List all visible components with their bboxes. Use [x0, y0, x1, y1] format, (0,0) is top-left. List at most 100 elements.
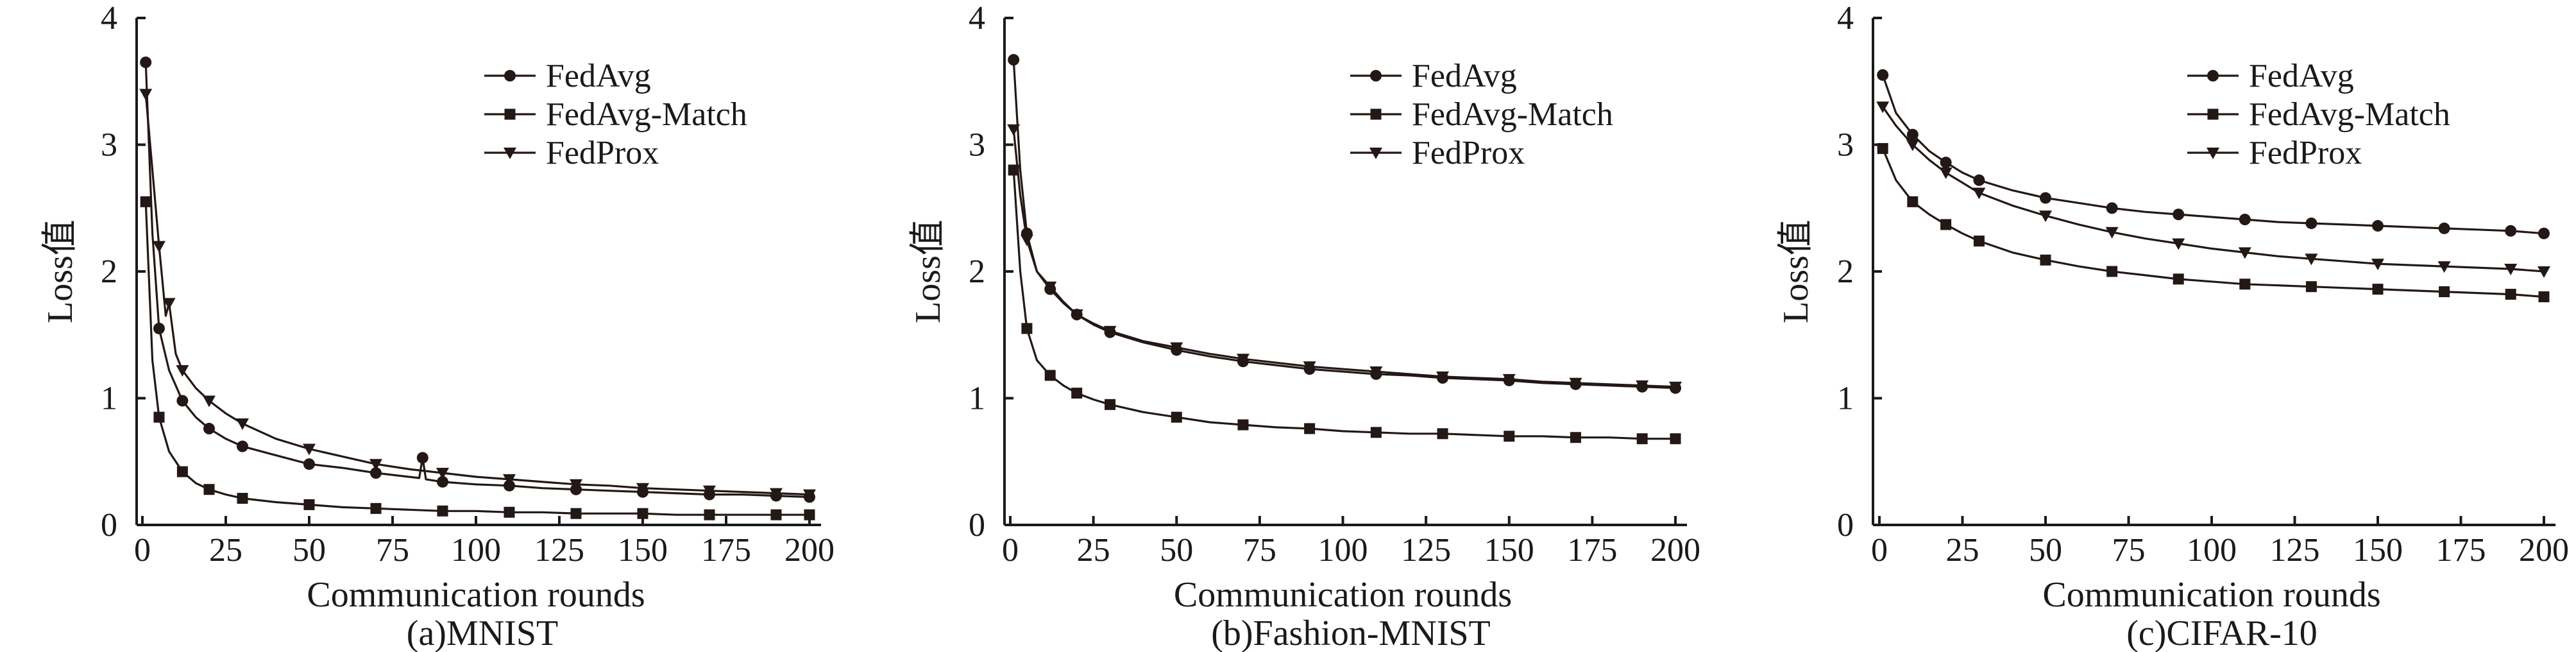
y-tick-label: 2 [101, 253, 117, 290]
x-tick-label: 25 [1077, 532, 1110, 569]
data-point [2238, 247, 2251, 259]
series-line [144, 94, 810, 496]
data-point [1369, 366, 1383, 379]
data-point [804, 509, 815, 520]
data-point [1973, 174, 1985, 186]
x-tick-label: 150 [1484, 532, 1534, 569]
panel-subtitle: (b)Fashion-MNIST [1211, 613, 1491, 652]
x-tick-label: 0 [1002, 532, 1019, 569]
data-point [1236, 354, 1250, 366]
data-point [1877, 69, 1889, 81]
data-point [2106, 202, 2118, 214]
data-point [2106, 266, 2118, 277]
y-tick-label: 2 [1837, 253, 1854, 290]
data-point [2438, 222, 2450, 234]
series-fedavg-match [1008, 164, 1681, 445]
data-point [2538, 227, 2550, 239]
data-point [504, 506, 515, 518]
data-point [2372, 219, 2384, 232]
y-tick-label: 0 [969, 507, 985, 544]
legend-marker [504, 108, 516, 120]
data-point [1105, 399, 1116, 410]
x-tick-label: 0 [1871, 532, 1888, 569]
data-point [1008, 164, 1019, 176]
data-point [236, 418, 249, 430]
data-point [1103, 325, 1117, 338]
x-tick-label: 75 [2112, 532, 2146, 569]
data-point [140, 56, 152, 69]
data-point [153, 322, 165, 334]
y-tick-label: 4 [101, 0, 117, 37]
x-tick-label: 25 [1946, 532, 1979, 569]
data-point [370, 467, 382, 479]
data-point [2305, 217, 2318, 229]
data-point [636, 483, 649, 495]
x-tick-label: 100 [451, 532, 501, 569]
data-point [1303, 361, 1316, 373]
data-point [770, 509, 782, 520]
data-point [2239, 279, 2251, 290]
data-point [176, 395, 189, 407]
data-point [176, 466, 188, 477]
x-tick-label: 175 [1567, 532, 1617, 569]
data-point [2439, 286, 2450, 298]
x-tick-label: 0 [134, 532, 151, 569]
data-point [503, 474, 516, 486]
y-tick-label: 4 [1837, 0, 1854, 37]
data-point [1939, 167, 1953, 179]
data-point [203, 395, 216, 408]
data-point [1669, 381, 1682, 393]
data-point [303, 458, 315, 470]
x-tick-label: 75 [1243, 532, 1276, 569]
data-point [2239, 214, 2251, 226]
data-point [2305, 253, 2318, 266]
x-tick-label: 125 [534, 532, 584, 569]
data-point [2538, 266, 2550, 278]
legend-label: FedAvg-Match [2249, 96, 2450, 133]
series-line [144, 202, 809, 516]
data-point [570, 508, 582, 519]
x-tick-label: 50 [2029, 532, 2062, 569]
data-point [370, 502, 382, 514]
data-point [2040, 254, 2051, 266]
data-point [369, 459, 382, 471]
data-point [1570, 432, 1581, 443]
data-point [1973, 236, 1985, 247]
series-fedavg-match [1877, 142, 2550, 302]
data-point [703, 485, 716, 497]
data-point [1370, 427, 1382, 438]
data-point [162, 298, 176, 310]
x-tick-label: 175 [701, 532, 751, 569]
y-tick-label: 1 [101, 381, 117, 417]
x-tick-label: 150 [2353, 532, 2403, 569]
data-point [1906, 139, 1919, 151]
legend-marker [2207, 108, 2219, 120]
data-point [1502, 373, 1516, 386]
x-tick-label: 200 [784, 532, 835, 569]
y-tick-label: 3 [1837, 127, 1854, 164]
y-tick-label: 3 [969, 127, 985, 164]
x-tick-label: 150 [618, 532, 668, 569]
data-point [1670, 433, 1681, 445]
data-point [1940, 219, 1952, 230]
data-point [437, 505, 448, 517]
data-point [2371, 259, 2384, 271]
data-point [2437, 261, 2451, 273]
x-tick-label: 50 [1160, 532, 1193, 569]
data-point [176, 365, 189, 377]
data-point [1436, 371, 1450, 383]
x-tick-label: 100 [1318, 532, 1368, 569]
series-fedprox [1876, 101, 2550, 278]
data-point [2173, 209, 2185, 221]
data-point [1877, 142, 1888, 154]
data-point [2172, 238, 2185, 250]
series-fedavg [1877, 69, 2550, 239]
legend-label: FedAvg [2249, 58, 2354, 94]
legend-label: FedAvg-Match [546, 96, 747, 133]
data-point [153, 241, 165, 253]
data-point [2504, 264, 2518, 276]
data-point [704, 509, 715, 520]
series-fedprox [139, 89, 816, 501]
